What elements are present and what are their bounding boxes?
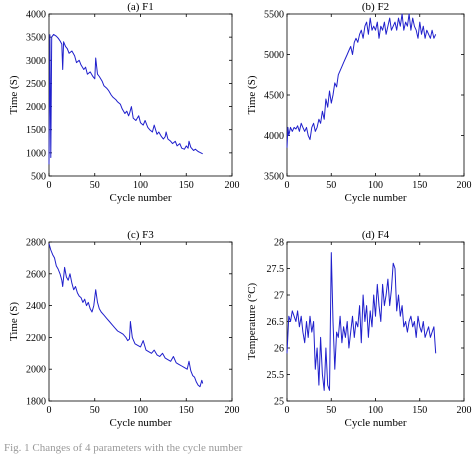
series-line bbox=[286, 252, 437, 391]
y-tick-label: 27 bbox=[274, 291, 284, 302]
y-tick-label: 3500 bbox=[26, 33, 46, 44]
series-line bbox=[286, 13, 437, 148]
x-tick-label: 50 bbox=[326, 180, 336, 191]
y-tick-label: 25 bbox=[274, 397, 284, 408]
y-tick-label: 500 bbox=[31, 172, 46, 183]
y-tick-label: 2800 bbox=[26, 238, 46, 249]
y-axis-label: Time (S) bbox=[8, 302, 20, 341]
y-tick-label: 1500 bbox=[26, 125, 46, 136]
figure-caption: Fig. 1 Changes of 4 parameters with the … bbox=[4, 442, 243, 454]
x-tick-label: 200 bbox=[457, 180, 472, 191]
y-tick-label: 2000 bbox=[26, 365, 46, 376]
x-tick-label: 150 bbox=[179, 180, 194, 191]
x-axis-label: Cycle number bbox=[109, 417, 171, 429]
panel-c-f3: 0 50 100 150 200 1800 2000 2200 2400 2600 2800 (c) … bbox=[8, 229, 240, 429]
x-tick-label: 50 bbox=[326, 405, 336, 416]
y-axis-label: Time (S) bbox=[246, 75, 258, 114]
y-tick-label: 1800 bbox=[26, 397, 46, 408]
y-tick-label: 26 bbox=[274, 344, 284, 355]
y-tick-label: 3500 bbox=[264, 172, 284, 183]
x-tick-label: 150 bbox=[179, 405, 194, 416]
y-tick-label: 4000 bbox=[264, 131, 284, 142]
y-axis-label: Temperature (°C) bbox=[246, 283, 258, 361]
x-axis-label: Cycle number bbox=[344, 417, 406, 429]
panel-title: (c) F3 bbox=[127, 229, 154, 241]
x-tick-label: 0 bbox=[285, 405, 290, 416]
y-tick-label: 3000 bbox=[26, 56, 46, 67]
plot-frame bbox=[286, 13, 465, 177]
y-tick-label: 28 bbox=[274, 238, 284, 249]
y-tick-label: 2200 bbox=[26, 333, 46, 344]
x-tick-label: 100 bbox=[368, 180, 383, 191]
plot-frame bbox=[48, 241, 233, 402]
series-line bbox=[48, 243, 204, 388]
x-tick-label: 0 bbox=[47, 405, 52, 416]
x-tick-label: 150 bbox=[412, 180, 427, 191]
x-tick-label: 100 bbox=[368, 405, 383, 416]
x-tick-label: 100 bbox=[133, 405, 148, 416]
y-tick-label: 4000 bbox=[26, 10, 46, 21]
y-axis-label: Time (S) bbox=[8, 75, 20, 114]
panel-title: (d) F4 bbox=[362, 229, 390, 241]
x-tick-label: 0 bbox=[47, 180, 52, 191]
x-tick-label: 200 bbox=[457, 405, 472, 416]
panel-title: (b) F2 bbox=[362, 1, 389, 13]
panel-a-f1: 0 50 100 150 200 500 1000 1500 2000 2500 3000 3500 4… bbox=[8, 1, 240, 204]
y-tick-label: 5500 bbox=[264, 10, 284, 21]
x-tick-label: 0 bbox=[285, 180, 290, 191]
y-tick-label: 2500 bbox=[26, 79, 46, 90]
y-tick-label: 27.5 bbox=[267, 264, 285, 275]
panel-b-f2: 0 50 100 150 200 3500 4000 4500 5000 5500 (b) F2 Cy… bbox=[246, 1, 472, 204]
y-tick-label: 2600 bbox=[26, 269, 46, 280]
y-tick-label: 4500 bbox=[264, 91, 284, 102]
y-tick-label: 5000 bbox=[264, 50, 284, 61]
y-tick-label: 1000 bbox=[26, 148, 46, 159]
panel-d-f4: 0 50 100 150 200 25 25.5 26 26.5 27 27.5 28 (d) F4 Cy… bbox=[246, 229, 472, 429]
x-tick-label: 200 bbox=[225, 405, 240, 416]
panel-title: (a) F1 bbox=[127, 1, 154, 13]
y-tick-label: 26.5 bbox=[267, 317, 285, 328]
x-tick-label: 50 bbox=[90, 180, 100, 191]
y-tick-label: 2400 bbox=[26, 301, 46, 312]
x-axis-label: Cycle number bbox=[109, 192, 171, 204]
plot-frame bbox=[48, 13, 233, 177]
x-axis-label: Cycle number bbox=[344, 192, 406, 204]
series-line bbox=[48, 33, 203, 165]
x-tick-label: 150 bbox=[412, 405, 427, 416]
x-tick-label: 100 bbox=[133, 180, 148, 191]
y-tick-label: 2000 bbox=[26, 102, 46, 113]
x-tick-label: 200 bbox=[225, 180, 240, 191]
y-tick-label: 25.5 bbox=[267, 370, 285, 381]
x-tick-label: 50 bbox=[90, 405, 100, 416]
